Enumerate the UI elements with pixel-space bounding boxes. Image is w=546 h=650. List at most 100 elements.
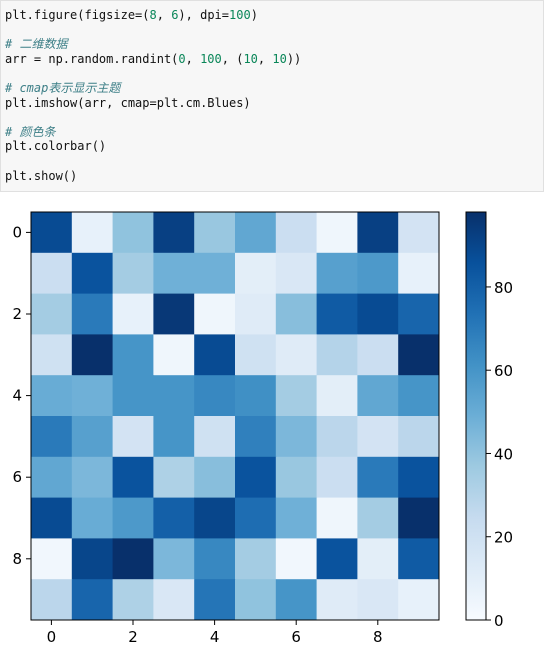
heatmap-cell <box>194 334 236 376</box>
x-tick-label: 2 <box>128 628 138 646</box>
heatmap-cell <box>275 456 318 499</box>
heatmap-cell <box>31 538 73 580</box>
heatmap-cell <box>275 497 318 539</box>
heatmap-cell <box>112 456 154 499</box>
code-line: plt.figure(figsize=(8, 6), dpi=100) <box>5 8 258 22</box>
heatmap-cell <box>31 416 73 458</box>
heatmap-cell <box>398 416 440 458</box>
heatmap-cell <box>194 416 236 458</box>
code-editor[interactable]: plt.figure(figsize=(8, 6), dpi=100) # 二维数… <box>5 8 301 183</box>
heatmap-cell <box>153 212 195 254</box>
heatmap-cell <box>316 497 358 539</box>
heatmap-cell <box>357 538 399 580</box>
heatmap-cell <box>398 456 440 499</box>
heatmap-cell <box>71 293 114 335</box>
heatmap-cell <box>112 375 154 417</box>
heatmap-cell <box>71 252 114 295</box>
heatmap-cell <box>275 375 318 417</box>
heatmap-cell <box>316 538 358 580</box>
heatmap-cell <box>153 293 195 335</box>
heatmap-cell <box>153 252 195 295</box>
heatmap-cell <box>357 252 399 295</box>
heatmap-cell <box>31 497 73 539</box>
heatmap-cell <box>71 579 114 621</box>
colorbar-tick-label: 60 <box>494 362 513 380</box>
y-tick-label: 2 <box>12 305 22 323</box>
heatmap-cell <box>316 456 358 499</box>
heatmap-cell <box>235 375 277 417</box>
heatmap-cell <box>316 375 358 417</box>
code-line: plt.imshow(arr, cmap=plt.cm.Blues) <box>5 95 251 110</box>
code-comment-line: # 颜色条 <box>5 124 56 139</box>
heatmap-cell <box>316 252 358 295</box>
y-tick-label: 0 <box>12 223 22 241</box>
colorbar-tick-label: 40 <box>494 445 513 463</box>
heatmap-cell <box>398 579 440 621</box>
colorbar-gradient <box>465 211 487 621</box>
x-tick-label: 4 <box>210 628 220 646</box>
code-comment-line: # cmap表示显示主题 <box>5 80 121 95</box>
heatmap-cell <box>31 334 73 376</box>
heatmap-cell <box>398 497 440 539</box>
heatmap-cell <box>112 334 154 376</box>
heatmap-cell <box>71 375 114 417</box>
heatmap-cell <box>71 497 114 539</box>
heatmap-cell <box>235 456 277 499</box>
code-line: plt.colorbar() <box>5 139 107 154</box>
heatmap-cell <box>398 334 440 376</box>
heatmap-cells <box>31 212 440 621</box>
heatmap-cell <box>194 375 236 417</box>
code-blank-line <box>5 110 301 125</box>
heatmap-cell <box>235 497 277 539</box>
heatmap-cell <box>112 538 154 580</box>
heatmap-cell <box>112 416 154 458</box>
x-axis: 0 2 4 6 8 <box>47 620 383 646</box>
heatmap-cell <box>112 579 154 621</box>
colorbar-tick-label: 0 <box>494 612 504 630</box>
heatmap-cell <box>71 334 114 376</box>
heatmap-cell <box>316 334 358 376</box>
heatmap-figure: 0 2 4 6 8 0 2 4 6 8 0 20 40 60 80 <box>12 211 513 646</box>
heatmap-cell <box>398 212 440 254</box>
heatmap-cell <box>153 538 195 580</box>
heatmap-cell <box>194 252 236 295</box>
heatmap-cell <box>194 497 236 539</box>
heatmap-cell <box>398 293 440 335</box>
x-tick-label: 0 <box>47 628 57 646</box>
colorbar: 0 20 40 60 80 <box>465 211 513 630</box>
heatmap-cell <box>194 212 236 254</box>
code-comment-line: # 二维数据 <box>5 37 68 52</box>
heatmap-cell <box>357 375 399 417</box>
heatmap-cell <box>153 579 195 621</box>
heatmap-cell <box>31 375 73 417</box>
heatmap-cell <box>316 579 358 621</box>
heatmap-cell <box>357 456 399 499</box>
heatmap-cell <box>71 456 114 499</box>
heatmap-cell <box>275 579 318 621</box>
heatmap-cell <box>357 334 399 376</box>
heatmap-cell <box>235 334 277 376</box>
heatmap-cell <box>31 579 73 621</box>
heatmap-cell <box>235 293 277 335</box>
code-cell[interactable]: plt.figure(figsize=(8, 6), dpi=100) # 二维数… <box>0 0 544 192</box>
axes-frame <box>30 211 440 621</box>
heatmap-cell <box>275 212 318 254</box>
heatmap-cell <box>235 212 277 254</box>
code-blank-line <box>5 23 301 38</box>
heatmap-cell <box>398 375 440 417</box>
code-blank-line <box>5 154 301 169</box>
heatmap-cell <box>275 252 318 295</box>
heatmap-cell <box>357 497 399 539</box>
heatmap-cell <box>275 293 318 335</box>
heatmap-cell <box>398 538 440 580</box>
heatmap-cell <box>153 456 195 499</box>
heatmap-cell <box>153 497 195 539</box>
heatmap-cell <box>275 334 318 376</box>
heatmap-cell <box>275 538 318 580</box>
y-tick-label: 4 <box>12 387 22 405</box>
heatmap-cell <box>153 375 195 417</box>
heatmap-cell <box>31 252 73 295</box>
heatmap-cell <box>112 252 154 295</box>
heatmap-cell <box>31 456 73 499</box>
y-axis: 0 2 4 6 8 <box>12 223 31 568</box>
